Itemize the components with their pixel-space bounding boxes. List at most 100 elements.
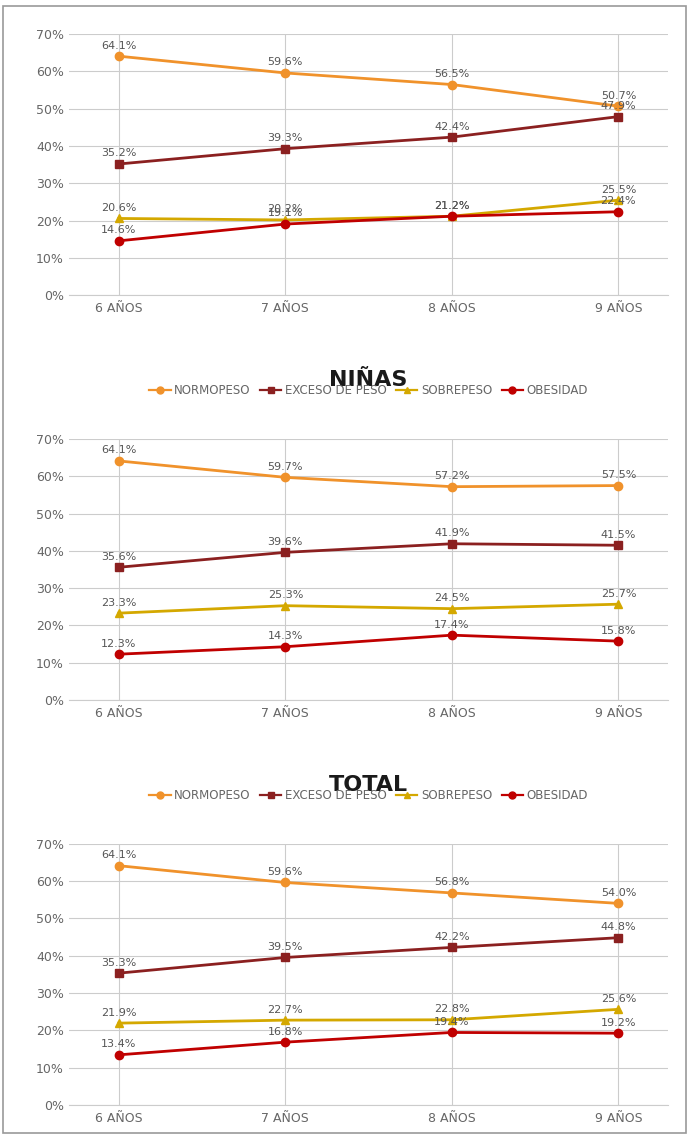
Line: EXCESO DE PESO: EXCESO DE PESO	[114, 540, 623, 572]
Line: OBESIDAD: OBESIDAD	[114, 631, 623, 658]
SOBREPESO	[448, 210, 456, 223]
Text: 17.4%: 17.4%	[434, 620, 470, 630]
Text: 22.8%: 22.8%	[434, 1005, 470, 1014]
NORMOPESO	[448, 480, 456, 493]
Legend: NORMOPESO, EXCESO DE PESO, SOBREPESO, OBESIDAD: NORMOPESO, EXCESO DE PESO, SOBREPESO, OB…	[145, 784, 593, 806]
SOBREPESO	[281, 1014, 289, 1027]
NORMOPESO	[448, 77, 456, 91]
Text: 42.2%: 42.2%	[434, 932, 470, 942]
Text: 35.2%: 35.2%	[101, 148, 136, 158]
Text: 35.6%: 35.6%	[101, 551, 136, 562]
Text: 25.6%: 25.6%	[601, 993, 636, 1003]
Line: EXCESO DE PESO: EXCESO DE PESO	[114, 113, 623, 169]
Text: 22.7%: 22.7%	[267, 1005, 303, 1015]
Text: 24.5%: 24.5%	[434, 593, 470, 604]
Text: 25.3%: 25.3%	[267, 590, 303, 600]
Text: 42.4%: 42.4%	[434, 122, 470, 132]
Text: 19.2%: 19.2%	[601, 1017, 636, 1027]
Text: 44.8%: 44.8%	[601, 923, 636, 932]
SOBREPESO	[114, 1016, 123, 1030]
OBESIDAD	[114, 647, 123, 661]
Text: 20.2%: 20.2%	[267, 204, 303, 214]
OBESIDAD	[448, 210, 456, 223]
SOBREPESO	[615, 597, 623, 611]
EXCESO DE PESO	[448, 941, 456, 954]
NORMOPESO	[615, 478, 623, 492]
Text: 57.5%: 57.5%	[601, 470, 636, 480]
EXCESO DE PESO	[281, 142, 289, 156]
Text: 21.2%: 21.2%	[434, 200, 470, 211]
OBESIDAD	[615, 634, 623, 648]
OBESIDAD	[281, 1035, 289, 1049]
OBESIDAD	[448, 629, 456, 642]
Text: 19.1%: 19.1%	[267, 208, 303, 219]
OBESIDAD	[114, 1048, 123, 1062]
Text: 59.6%: 59.6%	[267, 57, 303, 67]
NORMOPESO	[114, 49, 123, 63]
Text: 57.2%: 57.2%	[434, 472, 470, 481]
Text: 21.2%: 21.2%	[434, 200, 470, 211]
OBESIDAD	[281, 640, 289, 654]
EXCESO DE PESO	[448, 536, 456, 550]
Line: NORMOPESO: NORMOPESO	[114, 861, 623, 908]
EXCESO DE PESO	[615, 109, 623, 123]
Text: 39.5%: 39.5%	[267, 942, 303, 952]
Text: 22.4%: 22.4%	[601, 196, 636, 206]
OBESIDAD	[615, 1026, 623, 1040]
Text: 14.3%: 14.3%	[267, 631, 303, 641]
Text: 59.7%: 59.7%	[267, 461, 303, 472]
SOBREPESO	[448, 601, 456, 615]
Line: NORMOPESO: NORMOPESO	[114, 52, 623, 110]
Text: 54.0%: 54.0%	[601, 887, 636, 898]
Text: 20.6%: 20.6%	[101, 203, 136, 213]
Text: 25.7%: 25.7%	[601, 589, 636, 599]
SOBREPESO	[281, 599, 289, 613]
NORMOPESO	[615, 896, 623, 910]
Text: 59.6%: 59.6%	[267, 867, 303, 877]
Text: 35.3%: 35.3%	[101, 958, 136, 968]
Text: 47.9%: 47.9%	[601, 101, 636, 112]
Text: 64.1%: 64.1%	[101, 445, 136, 456]
EXCESO DE PESO	[114, 157, 123, 171]
NORMOPESO	[114, 454, 123, 468]
Line: EXCESO DE PESO: EXCESO DE PESO	[114, 934, 623, 977]
EXCESO DE PESO	[114, 560, 123, 574]
Text: 15.8%: 15.8%	[601, 625, 636, 636]
EXCESO DE PESO	[281, 546, 289, 559]
OBESIDAD	[448, 1025, 456, 1039]
NORMOPESO	[448, 886, 456, 900]
Text: 13.4%: 13.4%	[101, 1039, 136, 1049]
Title: NIÑAS: NIÑAS	[329, 370, 408, 391]
Text: 56.8%: 56.8%	[434, 877, 470, 887]
EXCESO DE PESO	[281, 951, 289, 965]
SOBREPESO	[114, 212, 123, 226]
Text: 64.1%: 64.1%	[101, 41, 136, 50]
Text: 64.1%: 64.1%	[101, 850, 136, 860]
Text: 39.6%: 39.6%	[267, 536, 303, 547]
NORMOPESO	[114, 859, 123, 872]
NORMOPESO	[281, 876, 289, 890]
Text: 41.9%: 41.9%	[434, 528, 470, 539]
SOBREPESO	[448, 1013, 456, 1026]
Title: TOTAL: TOTAL	[329, 775, 408, 795]
Text: 23.3%: 23.3%	[101, 598, 136, 607]
OBESIDAD	[114, 233, 123, 247]
Text: 50.7%: 50.7%	[601, 91, 636, 100]
Text: 39.3%: 39.3%	[267, 133, 303, 144]
Legend: NORMOPESO, EXCESO DE PESO, SOBREPESO, OBESIDAD: NORMOPESO, EXCESO DE PESO, SOBREPESO, OB…	[145, 379, 593, 402]
EXCESO DE PESO	[615, 539, 623, 552]
NORMOPESO	[615, 99, 623, 113]
Text: 25.5%: 25.5%	[601, 185, 636, 195]
SOBREPESO	[615, 194, 623, 207]
Text: 19.4%: 19.4%	[434, 1017, 470, 1027]
NORMOPESO	[281, 470, 289, 484]
NORMOPESO	[281, 66, 289, 80]
Line: OBESIDAD: OBESIDAD	[114, 207, 623, 245]
SOBREPESO	[114, 606, 123, 620]
Line: SOBREPESO: SOBREPESO	[114, 600, 623, 617]
EXCESO DE PESO	[615, 931, 623, 944]
OBESIDAD	[615, 205, 623, 219]
SOBREPESO	[281, 213, 289, 227]
Text: 16.8%: 16.8%	[267, 1026, 303, 1036]
Line: SOBREPESO: SOBREPESO	[114, 196, 623, 224]
